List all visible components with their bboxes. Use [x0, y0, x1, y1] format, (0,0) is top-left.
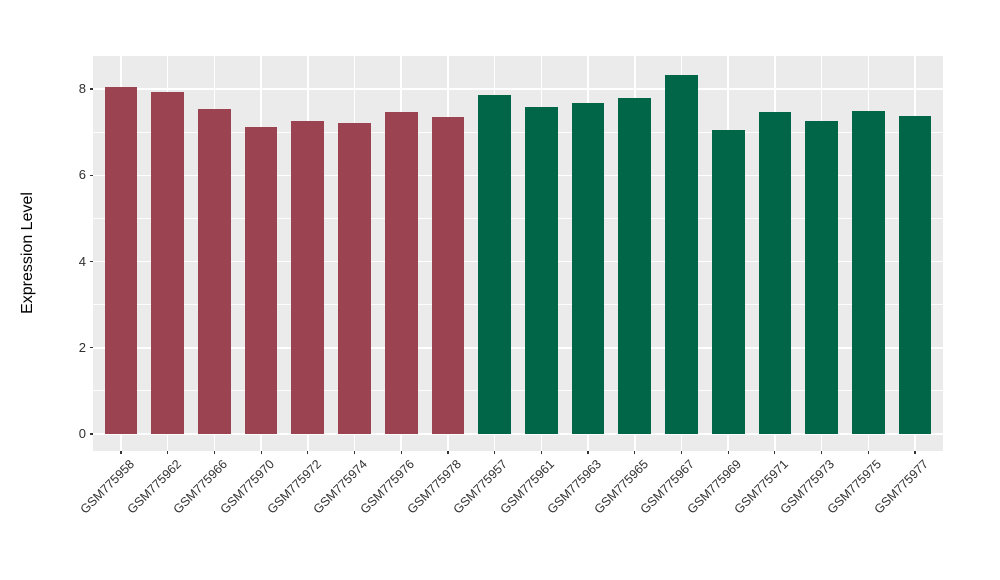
bar-GSM775972	[291, 120, 325, 434]
gridline-major-y-8	[93, 88, 943, 90]
gridline-minor-y-7	[93, 131, 943, 133]
x-tick-GSM775973	[820, 451, 823, 454]
bar-GSM775957	[478, 95, 511, 434]
bar-GSM775958	[104, 86, 138, 434]
bar-GSM775962	[151, 92, 185, 434]
x-tick-GSM775975	[867, 451, 869, 454]
gridline-major-y-6	[93, 174, 943, 176]
y-tick-0	[90, 433, 93, 435]
bar-GSM775977	[898, 115, 932, 434]
x-tick-GSM775971	[774, 451, 776, 454]
bar-GSM775973	[805, 121, 838, 434]
x-tick-GSM775969	[727, 451, 729, 454]
bar-GSM775966	[198, 108, 231, 434]
x-tick-GSM775965	[634, 451, 636, 454]
x-tick-GSM775966	[213, 451, 216, 454]
y-tick-label-0: 0	[78, 426, 86, 441]
x-tick-GSM775974	[353, 451, 356, 454]
x-tick-GSM775970	[260, 451, 262, 454]
bar-GSM775975	[851, 110, 885, 434]
x-tick-GSM775962	[167, 451, 169, 454]
gridline-minor-y-3	[93, 304, 943, 306]
plot-panel	[93, 56, 943, 451]
x-tick-GSM775957	[494, 451, 496, 454]
bar-GSM775974	[338, 122, 371, 434]
gridline-major-y-4	[93, 260, 943, 263]
y-tick-label-6: 6	[78, 167, 86, 183]
bar-GSM775969	[711, 129, 745, 434]
y-axis-title: Expression Level	[19, 192, 36, 314]
bar-GSM775967	[665, 74, 698, 434]
y-tick-label-2: 2	[78, 339, 86, 355]
y-tick-label-4: 4	[78, 253, 86, 269]
bar-GSM775970	[244, 126, 278, 434]
gridline-minor-y-5	[93, 217, 943, 219]
x-tick-GSM775976	[400, 451, 402, 454]
x-tick-GSM775978	[447, 451, 449, 454]
x-tick-GSM775967	[680, 451, 683, 454]
bar-GSM775976	[384, 111, 418, 434]
y-tick-6	[90, 174, 93, 176]
bar-GSM775965	[618, 98, 652, 434]
y-tick-2	[90, 347, 93, 349]
bar-GSM775971	[758, 112, 792, 434]
gridline-major-y-2	[93, 347, 943, 349]
x-tick-GSM775972	[307, 451, 309, 454]
y-tick-label-8: 8	[78, 81, 86, 96]
bar-GSM775963	[571, 103, 605, 434]
bar-GSM775978	[431, 117, 465, 434]
gridline-major-y-0	[93, 433, 943, 435]
x-tick-GSM775963	[587, 451, 589, 454]
bar-GSM775961	[525, 107, 558, 434]
x-tick-GSM775958	[120, 451, 122, 454]
y-tick-4	[90, 260, 93, 263]
x-tick-GSM775961	[540, 451, 542, 454]
gridline-minor-y-1	[93, 390, 943, 392]
y-tick-8	[90, 88, 93, 90]
x-tick-GSM775977	[914, 451, 916, 454]
